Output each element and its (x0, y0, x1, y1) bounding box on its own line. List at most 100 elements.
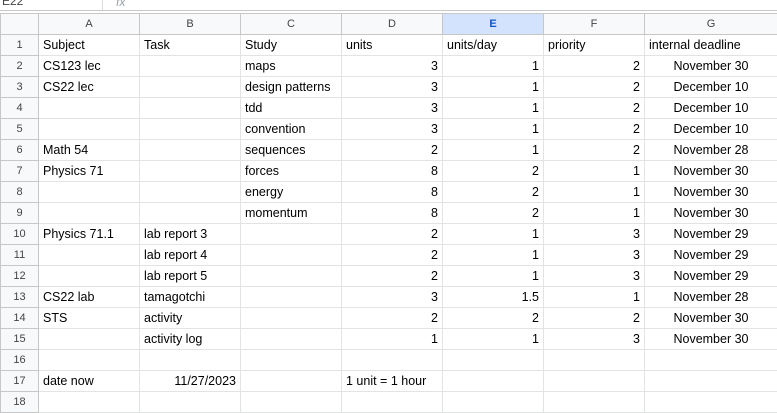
cell-d-14[interactable]: 2 (342, 308, 443, 329)
cell-g-2[interactable]: November 30 (645, 56, 777, 77)
cell-a-5[interactable] (39, 119, 140, 140)
cell-e-7[interactable]: 2 (443, 161, 544, 182)
cell-d-11[interactable]: 2 (342, 245, 443, 266)
cell-f-15[interactable]: 3 (544, 329, 645, 350)
cell-g-1[interactable]: internal deadline (645, 35, 777, 56)
cell-g-18[interactable] (645, 392, 777, 413)
cell-a-7[interactable]: Physics 71 (39, 161, 140, 182)
cell-g-4[interactable]: December 10 (645, 98, 777, 119)
cell-f-17[interactable] (544, 371, 645, 392)
row-header[interactable]: 6 (1, 140, 39, 161)
cell-e-3[interactable]: 1 (443, 77, 544, 98)
cell-g-3[interactable]: December 10 (645, 77, 777, 98)
column-header-g[interactable]: G (645, 14, 777, 35)
row-header[interactable]: 1 (1, 35, 39, 56)
cell-d-5[interactable]: 3 (342, 119, 443, 140)
cell-b-13[interactable]: tamagotchi (140, 287, 241, 308)
cell-f-9[interactable]: 1 (544, 203, 645, 224)
row-header[interactable]: 3 (1, 77, 39, 98)
cell-e-10[interactable]: 1 (443, 224, 544, 245)
cell-e-6[interactable]: 1 (443, 140, 544, 161)
cell-c-1[interactable]: Study (241, 35, 342, 56)
cell-d-7[interactable]: 8 (342, 161, 443, 182)
cell-a-6[interactable]: Math 54 (39, 140, 140, 161)
cell-a-3[interactable]: CS22 lec (39, 77, 140, 98)
cell-a-16[interactable] (39, 350, 140, 371)
cell-e-17[interactable] (443, 371, 544, 392)
cell-e-5[interactable]: 1 (443, 119, 544, 140)
column-header-e[interactable]: E (443, 14, 544, 35)
cell-b-12[interactable]: lab report 5 (140, 266, 241, 287)
cell-b-6[interactable] (140, 140, 241, 161)
row-header[interactable]: 4 (1, 98, 39, 119)
cell-f-5[interactable]: 2 (544, 119, 645, 140)
cell-e-16[interactable] (443, 350, 544, 371)
cell-c-7[interactable]: forces (241, 161, 342, 182)
row-header[interactable]: 2 (1, 56, 39, 77)
cell-f-12[interactable]: 3 (544, 266, 645, 287)
cell-f-8[interactable]: 1 (544, 182, 645, 203)
cell-e-4[interactable]: 1 (443, 98, 544, 119)
row-header[interactable]: 15 (1, 329, 39, 350)
cell-a-2[interactable]: CS123 lec (39, 56, 140, 77)
cell-c-6[interactable]: sequences (241, 140, 342, 161)
cell-f-18[interactable] (544, 392, 645, 413)
cell-c-13[interactable] (241, 287, 342, 308)
cell-g-16[interactable] (645, 350, 777, 371)
cell-c-3[interactable]: design patterns (241, 77, 342, 98)
cell-c-17[interactable] (241, 371, 342, 392)
cell-c-5[interactable]: convention (241, 119, 342, 140)
cell-g-11[interactable]: November 29 (645, 245, 777, 266)
cell-c-12[interactable] (241, 266, 342, 287)
cell-g-8[interactable]: November 30 (645, 182, 777, 203)
cell-c-11[interactable] (241, 245, 342, 266)
cell-e-9[interactable]: 2 (443, 203, 544, 224)
cell-b-5[interactable] (140, 119, 241, 140)
cell-b-2[interactable] (140, 56, 241, 77)
cell-b-8[interactable] (140, 182, 241, 203)
cell-f-16[interactable] (544, 350, 645, 371)
cell-b-16[interactable] (140, 350, 241, 371)
row-header[interactable]: 13 (1, 287, 39, 308)
cell-f-3[interactable]: 2 (544, 77, 645, 98)
cell-e-18[interactable] (443, 392, 544, 413)
cell-a-13[interactable]: CS22 lab (39, 287, 140, 308)
cell-g-13[interactable]: November 28 (645, 287, 777, 308)
cell-a-8[interactable] (39, 182, 140, 203)
cell-f-7[interactable]: 1 (544, 161, 645, 182)
column-header-f[interactable]: F (544, 14, 645, 35)
column-header-d[interactable]: D (342, 14, 443, 35)
row-header[interactable]: 16 (1, 350, 39, 371)
cell-d-18[interactable] (342, 392, 443, 413)
cell-a-15[interactable] (39, 329, 140, 350)
cell-g-9[interactable]: November 30 (645, 203, 777, 224)
cell-d-16[interactable] (342, 350, 443, 371)
cell-d-13[interactable]: 3 (342, 287, 443, 308)
cell-b-11[interactable]: lab report 4 (140, 245, 241, 266)
cell-c-8[interactable]: energy (241, 182, 342, 203)
cell-d-2[interactable]: 3 (342, 56, 443, 77)
cell-f-14[interactable]: 2 (544, 308, 645, 329)
cell-d-10[interactable]: 2 (342, 224, 443, 245)
cell-e-11[interactable]: 1 (443, 245, 544, 266)
cell-g-12[interactable]: November 29 (645, 266, 777, 287)
row-header[interactable]: 9 (1, 203, 39, 224)
cell-d-1[interactable]: units (342, 35, 443, 56)
cell-e-12[interactable]: 1 (443, 266, 544, 287)
cell-c-10[interactable] (241, 224, 342, 245)
cell-d-3[interactable]: 3 (342, 77, 443, 98)
cell-d-9[interactable]: 8 (342, 203, 443, 224)
cell-b-15[interactable]: activity log (140, 329, 241, 350)
select-all-corner[interactable] (1, 14, 39, 35)
cell-f-2[interactable]: 2 (544, 56, 645, 77)
column-header-c[interactable]: C (241, 14, 342, 35)
cell-g-6[interactable]: November 28 (645, 140, 777, 161)
row-header[interactable]: 8 (1, 182, 39, 203)
cell-a-11[interactable] (39, 245, 140, 266)
cell-e-15[interactable]: 1 (443, 329, 544, 350)
cell-b-4[interactable] (140, 98, 241, 119)
cell-d-8[interactable]: 8 (342, 182, 443, 203)
cell-d-12[interactable]: 2 (342, 266, 443, 287)
cell-c-14[interactable] (241, 308, 342, 329)
cell-g-10[interactable]: November 29 (645, 224, 777, 245)
